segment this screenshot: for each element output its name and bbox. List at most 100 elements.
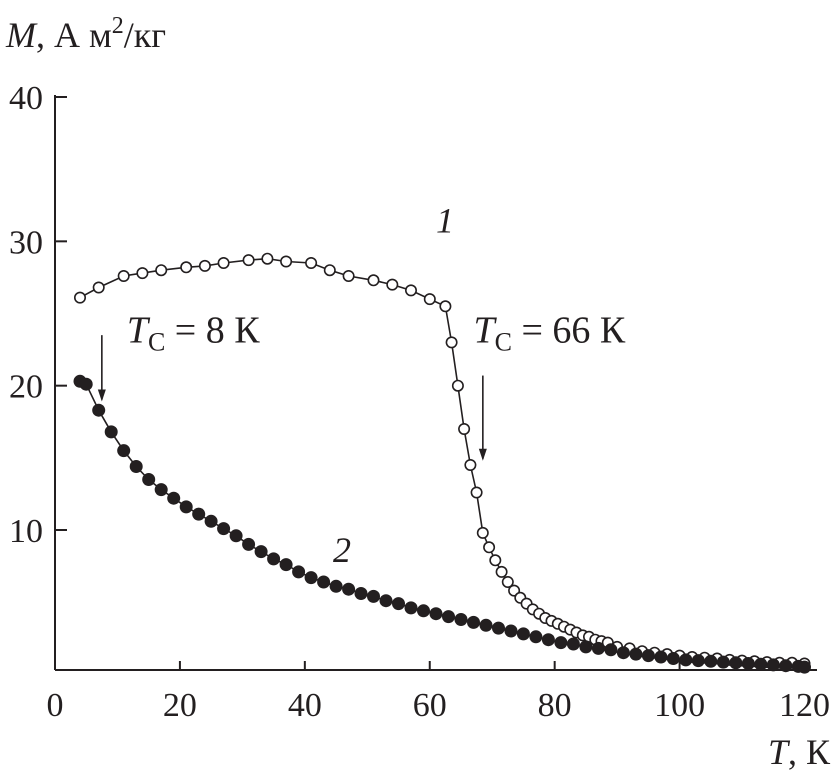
series-2-point [242, 537, 256, 551]
series-2-point [741, 657, 755, 670]
series-2-point [554, 636, 568, 650]
series-2-point [392, 597, 405, 611]
series-2-point [117, 444, 131, 458]
series-2-line [79, 380, 805, 668]
series-2-point [354, 587, 368, 600]
series-1-point [495, 565, 508, 578]
series-2-point [317, 575, 331, 589]
series-2-point [516, 627, 530, 641]
series-2-point [467, 615, 480, 629]
series-1-label: 1 [436, 201, 454, 241]
series-1-point [305, 256, 318, 269]
series-2-label: 2 [333, 530, 351, 570]
series-2-point [779, 659, 793, 673]
series-1-point [180, 261, 193, 274]
series-2-point [679, 653, 693, 667]
series-2-point [192, 507, 206, 521]
series-1-point [261, 252, 274, 265]
series-2-point [329, 579, 343, 593]
series-2-point [254, 545, 268, 559]
series-1-point [92, 281, 105, 294]
x-tick-label: 100 [654, 687, 705, 724]
series-2-point [566, 637, 580, 651]
series-2-point [504, 624, 518, 638]
series-2-point [167, 491, 181, 505]
series-1-point [423, 293, 436, 306]
x-tick-label: 40 [288, 687, 322, 724]
series-2-point [454, 613, 468, 626]
series-2-point [267, 552, 281, 566]
series-2-point [442, 610, 455, 624]
x-tick-label: 60 [413, 687, 447, 724]
series-2-point [292, 565, 306, 579]
series-2-point [579, 640, 593, 654]
series-1-point [342, 269, 355, 282]
series-2-point [716, 655, 730, 669]
x-tick-label: 80 [538, 687, 572, 724]
series-2-point [691, 654, 705, 668]
series-2-point [729, 656, 743, 670]
annotations: TС = 8 К TС = 66 К [97, 309, 626, 461]
series-1-point [458, 422, 471, 435]
y-tick-label: 40 [9, 80, 43, 117]
series-1-point [451, 379, 464, 392]
series-2-point [204, 514, 218, 528]
series-2-point [104, 425, 118, 439]
axes: 0 20 40 60 80 100 120 10 20 30 40 [9, 80, 830, 724]
series-1-point [136, 267, 149, 280]
series-1-point [198, 259, 211, 272]
series-2-point [217, 522, 231, 536]
series-2-point [367, 589, 380, 603]
series-2-point [654, 650, 668, 664]
series-1-point [501, 575, 514, 588]
curie-annotation-text: TС = 8 К [127, 309, 260, 356]
series-1-point [280, 255, 293, 268]
series-2-point [92, 403, 106, 417]
series-2-point [417, 604, 430, 618]
series-1-point [74, 291, 87, 304]
series-1-point [483, 541, 496, 554]
series-2-point [154, 483, 168, 497]
curie-arrow-head [97, 389, 106, 402]
series-2-point [142, 473, 156, 486]
series-1-point [242, 254, 255, 267]
series-1-point [386, 278, 399, 291]
series-2-point [479, 618, 493, 632]
y-tick-label: 20 [9, 369, 43, 406]
series-2-point [404, 601, 418, 615]
y-tick-label: 30 [9, 224, 43, 261]
series-2-point [429, 607, 443, 621]
series-1-point [404, 284, 417, 297]
series-2-point [766, 658, 780, 672]
series-2-point [591, 641, 605, 655]
series-1-point [464, 458, 477, 471]
y-axis-title: M, А м2/кг [5, 13, 166, 55]
x-tick-label: 0 [47, 687, 64, 724]
series-2-point [229, 529, 243, 543]
series-1-point [217, 256, 230, 269]
labels: M, А м2/кг T, К 1 2 [5, 13, 831, 772]
series-2-point [279, 558, 293, 572]
series-2-point [342, 582, 356, 596]
series-2-point [179, 500, 193, 514]
series-2-point [666, 652, 680, 665]
series-2-point [798, 660, 811, 674]
series-2-point [641, 649, 655, 663]
series-2-point [754, 657, 768, 671]
x-tick-label: 120 [779, 687, 830, 724]
series-2-point [379, 594, 393, 608]
series-points [73, 252, 811, 674]
curie-arrow-head [478, 448, 487, 461]
series-2-point [629, 647, 643, 661]
series-1-point [489, 554, 502, 567]
series-2-point [492, 621, 505, 635]
series-1-point [367, 274, 380, 287]
series-1-point [470, 486, 483, 499]
y-tick-label: 10 [9, 513, 43, 550]
series-1-point [439, 300, 452, 313]
series-2-point [604, 643, 618, 657]
series-2-point [616, 646, 630, 660]
curie-annotation-text: TС = 66 К [473, 309, 625, 356]
series-2-point [129, 460, 143, 473]
series-2-point [704, 654, 718, 668]
